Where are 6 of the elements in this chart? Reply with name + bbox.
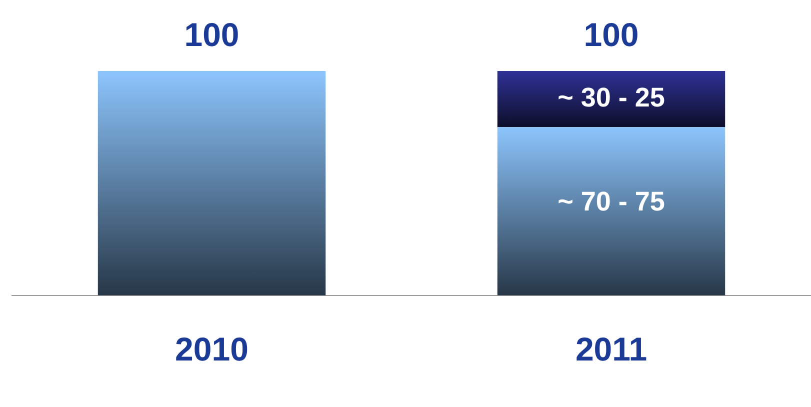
- total-label: 100: [584, 16, 639, 54]
- data-label: 100: [184, 16, 240, 54]
- x-tick-label: 2011: [575, 330, 648, 368]
- data-label: ~ 70 - 75: [558, 186, 665, 216]
- data-label: ~ 30 - 25: [558, 82, 665, 113]
- x-tick-label: 2010: [175, 330, 248, 368]
